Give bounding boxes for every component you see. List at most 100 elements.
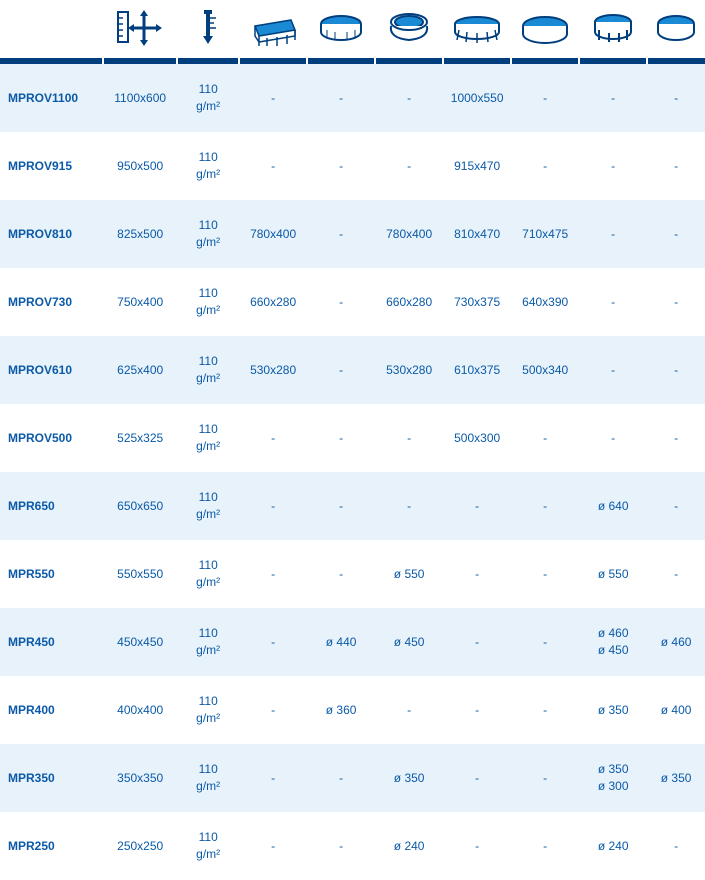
value-cell: 660x280: [239, 268, 307, 336]
model-cell: MPROV915: [0, 132, 103, 200]
table-row: MPROV11001100x600110g/m²---1000x550---: [0, 64, 705, 132]
value-cell: -: [511, 64, 579, 132]
value-cell: -: [443, 608, 511, 676]
value-cell: ø 460ø 450: [579, 608, 647, 676]
dimensions-cell: 350x350: [103, 744, 177, 812]
model-cell: MPR550: [0, 540, 103, 608]
value-cell: ø 450: [375, 608, 443, 676]
dimensions-cell: 525x325: [103, 404, 177, 472]
value-cell: -: [239, 132, 307, 200]
weight-cell: 110g/m²: [177, 132, 239, 200]
weight-cell: 110g/m²: [177, 336, 239, 404]
value-cell: 500x340: [511, 336, 579, 404]
value-cell: -: [511, 472, 579, 540]
dimensions-cell: 250x250: [103, 812, 177, 880]
table-row: MPROV730750x400110g/m²660x280-660x280730…: [0, 268, 705, 336]
value-cell: -: [579, 200, 647, 268]
value-cell: 640x390: [511, 268, 579, 336]
value-cell: -: [579, 404, 647, 472]
value-cell: 780x400: [239, 200, 307, 268]
value-cell: ø 360: [307, 676, 375, 744]
round-cover-icon: [649, 8, 703, 50]
round-frame-pool-icon: [309, 8, 373, 50]
value-cell: ø 550: [375, 540, 443, 608]
dimensions-cell: 1100x600: [103, 64, 177, 132]
value-cell: -: [647, 268, 705, 336]
value-cell: 610x375: [443, 336, 511, 404]
value-cell: -: [443, 472, 511, 540]
value-cell: 915x470: [443, 132, 511, 200]
value-cell: 660x280: [375, 268, 443, 336]
table-row: MPR400400x400110g/m²-ø 360---ø 350ø 400: [0, 676, 705, 744]
table-row: MPR450450x450110g/m²-ø 440ø 450--ø 460ø …: [0, 608, 705, 676]
value-cell: 500x300: [443, 404, 511, 472]
value-cell: ø 350: [375, 744, 443, 812]
value-cell: ø 350: [579, 676, 647, 744]
model-cell: MPR250: [0, 812, 103, 880]
value-cell: ø 440: [307, 608, 375, 676]
value-cell: ø 460: [647, 608, 705, 676]
value-cell: ø 350: [647, 744, 705, 812]
value-cell: -: [443, 812, 511, 880]
table-row: MPROV500525x325110g/m²---500x300---: [0, 404, 705, 472]
value-cell: -: [307, 336, 375, 404]
dimensions-cell: 825x500: [103, 200, 177, 268]
table-row: MPR650650x650110g/m²-----ø 640-: [0, 472, 705, 540]
value-cell: -: [375, 676, 443, 744]
value-cell: ø 400: [647, 676, 705, 744]
value-cell: -: [307, 744, 375, 812]
weight-cell: 110g/m²: [177, 540, 239, 608]
value-cell: 730x375: [443, 268, 511, 336]
value-cell: ø 350ø 300: [579, 744, 647, 812]
value-cell: -: [647, 336, 705, 404]
dimensions-cell: 625x400: [103, 336, 177, 404]
value-cell: -: [307, 200, 375, 268]
model-cell: MPROV610: [0, 336, 103, 404]
weight-cell: 110g/m²: [177, 472, 239, 540]
weight-cell: 110g/m²: [177, 744, 239, 812]
table-row: MPROV915950x500110g/m²---915x470---: [0, 132, 705, 200]
value-cell: -: [307, 812, 375, 880]
value-cell: -: [375, 64, 443, 132]
header-blank: [0, 0, 103, 58]
round-frame-pool-icon: [307, 0, 375, 58]
oval-cover-icon: [513, 8, 577, 50]
value-cell: -: [443, 676, 511, 744]
value-cell: -: [239, 472, 307, 540]
table-row: MPROV810825x500110g/m²780x400-780x400810…: [0, 200, 705, 268]
table-row: MPR350350x350110g/m²--ø 350--ø 350ø 300ø…: [0, 744, 705, 812]
oval-cover-icon: [511, 0, 579, 58]
value-cell: -: [239, 812, 307, 880]
depth-gauge-icon: [179, 8, 237, 50]
model-cell: MPR400: [0, 676, 103, 744]
value-cell: 780x400: [375, 200, 443, 268]
value-cell: -: [511, 676, 579, 744]
table-body: MPROV11001100x600110g/m²---1000x550---MP…: [0, 64, 705, 880]
value-cell: ø 240: [375, 812, 443, 880]
value-cell: -: [239, 540, 307, 608]
weight-cell: 110g/m²: [177, 64, 239, 132]
oval-frame-pool-icon: [445, 8, 509, 50]
rect-frame-pool-icon: [239, 0, 307, 58]
value-cell: -: [375, 404, 443, 472]
value-cell: -: [511, 540, 579, 608]
value-cell: 810x470: [443, 200, 511, 268]
value-cell: -: [511, 132, 579, 200]
round-frame-legs-icon: [579, 0, 647, 58]
value-cell: -: [239, 608, 307, 676]
ruler-arrows-icon: [103, 0, 177, 58]
value-cell: ø 240: [579, 812, 647, 880]
value-cell: -: [511, 608, 579, 676]
value-cell: 530x280: [375, 336, 443, 404]
round-inflatable-icon: [375, 0, 443, 58]
dimensions-cell: 950x500: [103, 132, 177, 200]
model-cell: MPROV1100: [0, 64, 103, 132]
round-inflatable-icon: [377, 8, 441, 50]
value-cell: -: [579, 268, 647, 336]
table-header-row: [0, 0, 705, 58]
value-cell: -: [239, 64, 307, 132]
value-cell: -: [443, 744, 511, 812]
value-cell: -: [647, 200, 705, 268]
model-cell: MPR350: [0, 744, 103, 812]
value-cell: -: [647, 404, 705, 472]
